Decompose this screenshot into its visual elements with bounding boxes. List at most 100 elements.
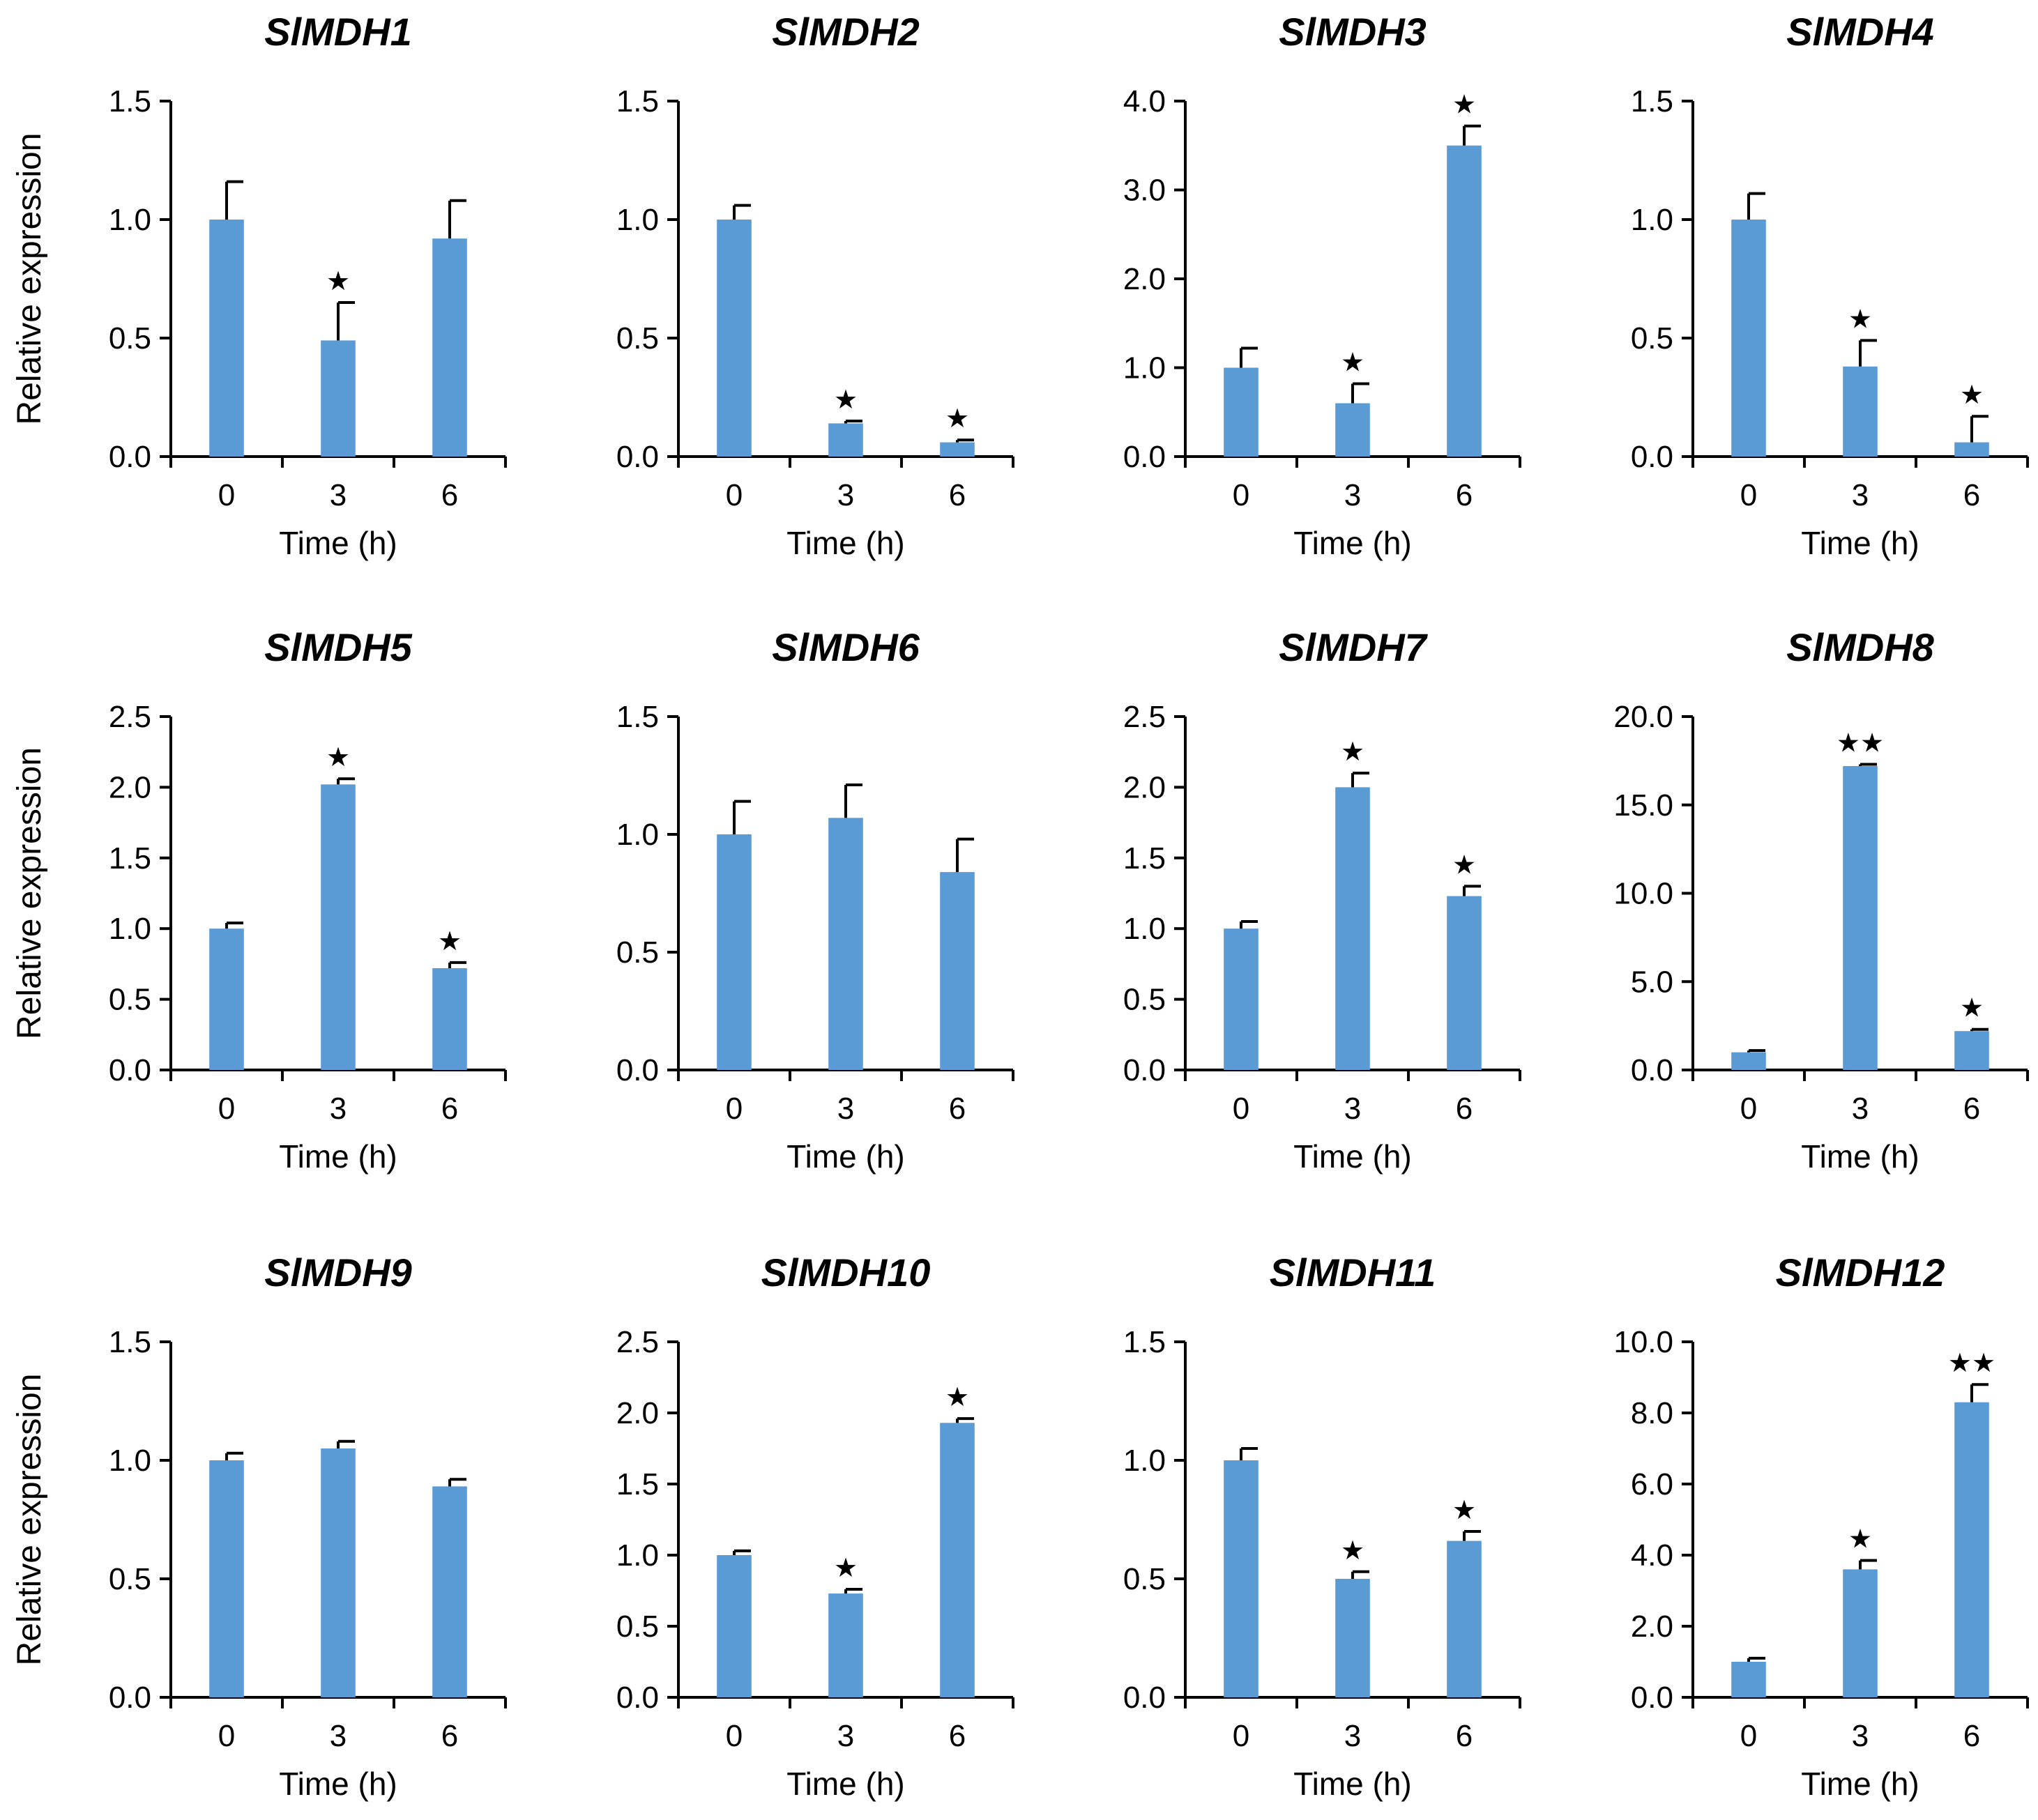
x-tick-label: 3 xyxy=(1344,478,1361,512)
x-tick-label: 3 xyxy=(330,1719,347,1753)
bar xyxy=(432,968,467,1070)
bar xyxy=(1335,403,1370,457)
chart-panel-6: SlMDH6 0.0 0.5 1.0 1.5 0 3 6 Time (h) xyxy=(616,625,1014,1175)
y-tick-label: 0.5 xyxy=(616,321,659,355)
x-tick-label: 0 xyxy=(1233,1719,1249,1753)
x-tick-label: 6 xyxy=(1963,1719,1980,1753)
y-tick-label: 2.0 xyxy=(109,770,151,804)
significance-mark: ★ xyxy=(1848,305,1872,334)
y-tick-label: 2.0 xyxy=(1123,262,1166,296)
bar xyxy=(209,1460,244,1697)
chart-panel-2: SlMDH2 0.0 0.5 1.0 1.5 0 ★ 3 ★ 6 Time (h) xyxy=(616,10,1014,561)
y-tick-label: 0.5 xyxy=(109,983,151,1017)
x-tick-label: 3 xyxy=(1852,478,1869,512)
y-tick-label: 2.0 xyxy=(616,1396,659,1430)
y-tick-label: 0.5 xyxy=(109,1562,151,1596)
x-axis-label: Time (h) xyxy=(1801,1138,1919,1175)
bar xyxy=(1335,787,1370,1070)
y-tick-label: 0.0 xyxy=(1631,1681,1673,1715)
x-axis-label: Time (h) xyxy=(1801,1766,1919,1802)
x-tick-label: 6 xyxy=(949,1092,966,1126)
significance-mark: ★★ xyxy=(1837,728,1884,758)
y-tick-label: 8.0 xyxy=(1631,1396,1673,1430)
y-tick-label: 0.0 xyxy=(1631,440,1673,474)
y-tick-label: 0.0 xyxy=(616,440,659,474)
y-tick-label: 2.0 xyxy=(1123,770,1166,804)
y-tick-label: 1.5 xyxy=(109,841,151,875)
chart-title: SlMDH11 xyxy=(1270,1251,1436,1294)
chart-title: SlMDH3 xyxy=(1279,10,1427,54)
x-axis-label: Time (h) xyxy=(279,1766,397,1802)
y-tick-label: 0.0 xyxy=(1123,1053,1166,1087)
y-tick-label: 1.5 xyxy=(616,84,659,118)
x-tick-label: 3 xyxy=(330,1092,347,1126)
x-tick-label: 6 xyxy=(1963,1092,1980,1126)
significance-mark: ★ xyxy=(1960,994,1984,1023)
y-tick-label: 1.5 xyxy=(1123,1325,1166,1359)
y-tick-label: 0.5 xyxy=(109,321,151,355)
x-axis-label: Time (h) xyxy=(786,1138,905,1175)
chart-panel-9: SlMDH9 0.0 0.5 1.0 1.5 0 3 6 Time (h) Relative ex… xyxy=(11,1251,507,1802)
x-tick-label: 0 xyxy=(726,478,743,512)
x-tick-label: 0 xyxy=(1233,1092,1249,1126)
y-tick-label: 1.5 xyxy=(109,1325,151,1359)
significance-mark: ★ xyxy=(438,927,462,956)
x-tick-label: 0 xyxy=(726,1092,743,1126)
y-tick-label: 0.5 xyxy=(1631,321,1673,355)
x-tick-label: 3 xyxy=(1852,1092,1869,1126)
y-tick-label: 0.0 xyxy=(1631,1053,1673,1087)
y-tick-label: 0.5 xyxy=(1123,1562,1166,1596)
bar xyxy=(432,1486,467,1697)
y-tick-label: 20.0 xyxy=(1613,700,1673,734)
chart-panel-4: SlMDH4 0.0 0.5 1.0 1.5 0 ★ 3 ★ 6 Time (h) xyxy=(1631,10,2029,561)
bar xyxy=(1843,765,1878,1070)
y-tick-label: 0.5 xyxy=(616,935,659,970)
x-tick-label: 0 xyxy=(1740,1092,1757,1126)
significance-mark: ★ xyxy=(1341,737,1364,767)
chart-panel-1: SlMDH1 0.0 0.5 1.0 1.5 0 ★ 3 6 Time (h) Relative e… xyxy=(11,10,507,561)
y-tick-label: 0.5 xyxy=(1123,983,1166,1017)
x-tick-label: 6 xyxy=(1456,1092,1473,1126)
chart-title: SlMDH9 xyxy=(264,1251,412,1294)
y-tick-label: 5.0 xyxy=(1631,965,1673,999)
significance-mark: ★★ xyxy=(1948,1349,1995,1378)
x-tick-label: 0 xyxy=(218,1719,235,1753)
y-tick-label: 1.5 xyxy=(616,700,659,734)
significance-mark: ★ xyxy=(1452,1496,1476,1525)
y-tick-label: 0.5 xyxy=(616,1609,659,1644)
bar xyxy=(940,1423,975,1697)
y-tick-label: 1.0 xyxy=(1123,912,1166,946)
x-tick-label: 6 xyxy=(1963,478,1980,512)
y-tick-label: 1.0 xyxy=(109,912,151,946)
chart-title: SlMDH4 xyxy=(1786,10,1934,54)
chart-title: SlMDH2 xyxy=(772,10,920,54)
x-axis-label: Time (h) xyxy=(279,1138,397,1175)
y-tick-label: 1.0 xyxy=(616,818,659,852)
chart-panel-10: SlMDH10 0.0 0.5 1.0 1.5 2.0 2.5 0 ★ 3 ★ 6 Time (h) xyxy=(616,1251,1014,1802)
x-tick-label: 3 xyxy=(1344,1092,1361,1126)
y-tick-label: 1.0 xyxy=(616,203,659,237)
bar xyxy=(1954,1402,1989,1697)
y-tick-label: 2.5 xyxy=(109,700,151,734)
y-tick-label: 1.5 xyxy=(109,84,151,118)
x-tick-label: 0 xyxy=(1740,1719,1757,1753)
x-tick-label: 6 xyxy=(1456,478,1473,512)
chart-panel-11: SlMDH11 0.0 0.5 1.0 1.5 0 ★ 3 ★ 6 Time (h) xyxy=(1123,1251,1521,1802)
chart-title: SlMDH8 xyxy=(1786,625,1934,669)
bar xyxy=(940,872,975,1070)
y-tick-label: 0.0 xyxy=(616,1053,659,1087)
y-tick-label: 1.0 xyxy=(109,203,151,237)
y-tick-label: 0.0 xyxy=(109,440,151,474)
x-axis-label: Time (h) xyxy=(1293,1138,1412,1175)
x-tick-label: 3 xyxy=(1852,1719,1869,1753)
bar xyxy=(1843,1569,1878,1697)
bar xyxy=(321,340,356,457)
bar xyxy=(1954,1031,1989,1070)
y-axis-label: Relative expression xyxy=(11,747,48,1039)
chart-title: SlMDH12 xyxy=(1776,1251,1945,1294)
y-tick-label: 15.0 xyxy=(1613,788,1673,823)
x-tick-label: 3 xyxy=(837,1719,854,1753)
x-tick-label: 6 xyxy=(441,478,458,512)
x-tick-label: 3 xyxy=(837,478,854,512)
bar xyxy=(717,834,752,1070)
